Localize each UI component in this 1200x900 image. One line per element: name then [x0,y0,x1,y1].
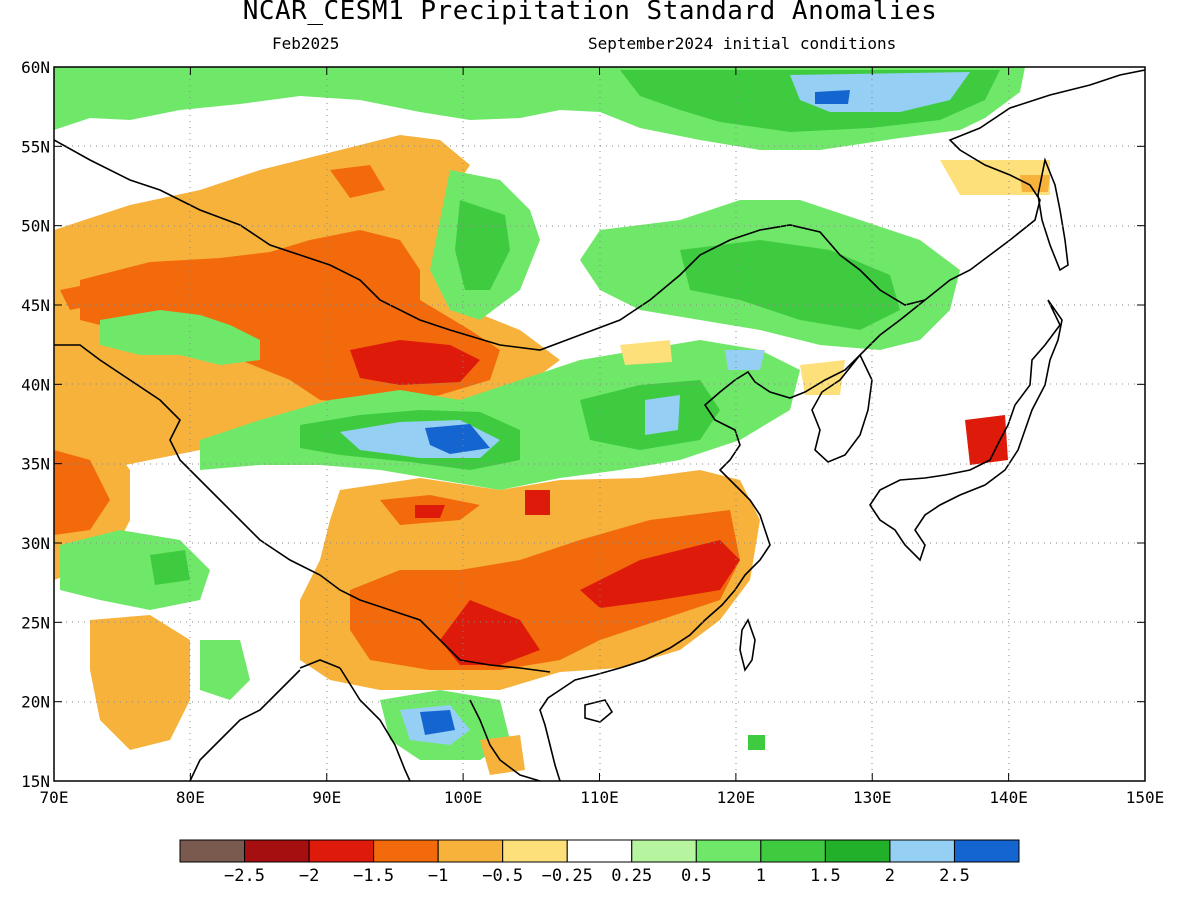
border-china-north [54,139,926,351]
lon-tick-label: 90E [312,788,341,807]
anomaly-wet-altai-core [455,200,510,290]
hainan-island [584,699,614,723]
anomaly-wet-north-china-max [425,424,490,454]
colorbar-label: −2.5 [224,866,265,886]
colorbar-swatch [179,839,246,863]
colorbar-label: −1.5 [353,866,394,886]
anomaly-dry-kazakh-peak [330,165,385,198]
colorbar-label: 2.5 [939,866,970,886]
anomaly-dry-thailand [480,735,525,775]
colorbar-label: −1 [428,866,448,886]
colorbar-label: −2 [299,866,319,886]
colorbar-swatch [695,839,762,863]
coast-indochina [469,699,541,781]
anomaly-dry-japan [965,415,1008,465]
anomaly-wet-india-east [200,640,250,700]
initial-conditions-label: September2024 initial conditions [588,34,897,53]
lon-tick-label: 70E [40,788,69,807]
colorbar-label: −0.25 [542,866,593,886]
gridlines [54,67,1145,781]
colorbar-swatch [953,839,1020,863]
lon-tick-label: 120E [717,788,756,807]
anomaly-wet-indochina-max [420,710,455,735]
anomaly-dry-india [90,615,190,750]
lat-tick-label: 20N [21,693,50,712]
colorbar-swatch [308,839,375,863]
border-central-asia [54,344,551,673]
colorbar-swatch [824,839,891,863]
anomaly-dry-south-china-peak [580,540,740,608]
anomaly-dry-mongolia-east [620,340,672,365]
japan-islands [869,299,1063,562]
anomaly-wet-north-max [815,90,850,104]
anomaly-dry-hubei-peak [525,490,550,515]
lat-tick-label: 35N [21,455,50,474]
coast-bay-of-bengal [299,659,341,669]
colorbar: −2.5 −2 −1.5 −1 −0.5 −0.25 0.25 0.5 1 1.5 2 2.5 [179,839,1020,886]
anomaly-wet-korea-peak [725,350,765,370]
anomaly-wet-central-asia [100,310,260,365]
lat-tick-label: 40N [21,375,50,394]
valid-month-label: Feb2025 [272,34,340,53]
anomaly-dry-balkhash [60,280,120,310]
colorbar-swatch [566,839,633,863]
colorbar-label: 0.5 [681,866,712,886]
colorbar-swatch [373,839,439,863]
sakhalin-island [1037,157,1069,272]
anomaly-wet-bohai-peak [645,395,680,435]
anomaly-fields [54,67,1050,775]
lat-tick-label: 55N [21,137,50,156]
lon-tick-label: 80E [176,788,205,807]
colorbar-swatch [889,839,955,863]
lat-tick-label: 15N [21,772,50,791]
anomaly-wet-pakistan [60,530,210,610]
lon-tick-label: 130E [853,788,892,807]
colorbar-label: 1.5 [810,866,841,886]
anomaly-dry-mongolia-peak [350,340,480,385]
anomaly-wet-pakistan-core [150,550,190,585]
anomaly-dry-sakhalin [1020,175,1050,192]
anomaly-dry-korea [800,360,845,395]
colorbar-label: 1 [756,866,766,886]
lon-tick-label: 150E [1126,788,1165,807]
anomaly-dry-sichuan-peak [415,505,445,518]
colorbar-swatch [631,839,697,863]
coastlines-and-borders [54,69,1145,781]
colorbar-swatch [760,839,826,863]
coast-india-east [339,667,411,781]
colorbar-label: 0.25 [611,866,652,886]
lat-tick-label: 45N [21,296,50,315]
anomaly-wet-taiwan [748,735,765,750]
anomaly-wet-manchuria-core [680,240,900,330]
taiwan-island [739,618,756,672]
colorbar-label: 2 [885,866,895,886]
border-south-asia [189,669,301,781]
korea-peninsula [811,353,873,463]
lon-tick-label: 110E [580,788,619,807]
lon-tick-label: 100E [444,788,483,807]
lon-tick-label: 140E [989,788,1028,807]
lat-tick-label: 30N [21,534,50,553]
colorbar-swatch [502,839,568,863]
colorbar-swatch [244,839,310,863]
chart-title: NCAR_CESM1 Precipitation Standard Anomal… [242,0,938,26]
anomaly-dry-west-core [54,450,110,535]
coastline-east-asia [539,69,1145,781]
axis-ticks: 70E 80E 90E 100E 110E 120E 130E 140E 150E 15N 20N 2… [21,58,1164,807]
lat-tick-label: 25N [21,613,50,632]
anomaly-dry-yunnan-peak [440,600,540,665]
lat-tick-label: 50N [21,217,50,236]
colorbar-swatch [437,839,504,863]
colorbar-label: −0.5 [482,866,523,886]
lat-tick-label: 60N [21,58,50,77]
